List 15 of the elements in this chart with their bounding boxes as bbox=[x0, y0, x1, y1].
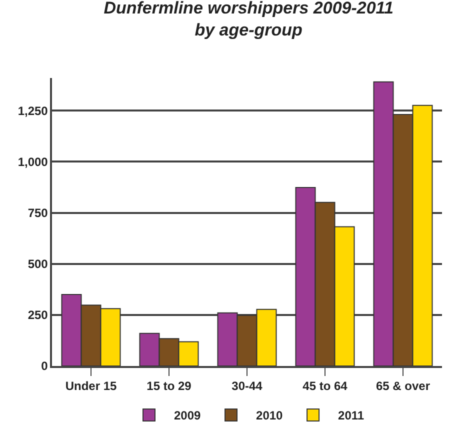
y-tick-label: 500 bbox=[28, 257, 48, 272]
chart-title: Dunfermline worshippers 2009-2011 by age-group bbox=[104, 0, 394, 40]
legend-label: 2009 bbox=[174, 408, 202, 423]
y-tick-label: 750 bbox=[28, 206, 48, 220]
y-tick-label: 1,250 bbox=[18, 104, 48, 118]
y-tick-label: 0 bbox=[41, 359, 48, 374]
x-tick-label: 65 & over bbox=[376, 379, 430, 394]
y-tick-label: 250 bbox=[28, 308, 48, 322]
legend-label: 2011 bbox=[338, 408, 364, 423]
x-tick-label: 45 to 64 bbox=[302, 379, 348, 394]
x-tick-label: Under 15 bbox=[65, 379, 117, 394]
y-tick-label: 1,000 bbox=[18, 154, 48, 169]
legend-label: 2010 bbox=[256, 408, 284, 423]
x-tick-label: 15 to 29 bbox=[146, 379, 192, 394]
x-tick-label: 30-44 bbox=[232, 379, 263, 394]
